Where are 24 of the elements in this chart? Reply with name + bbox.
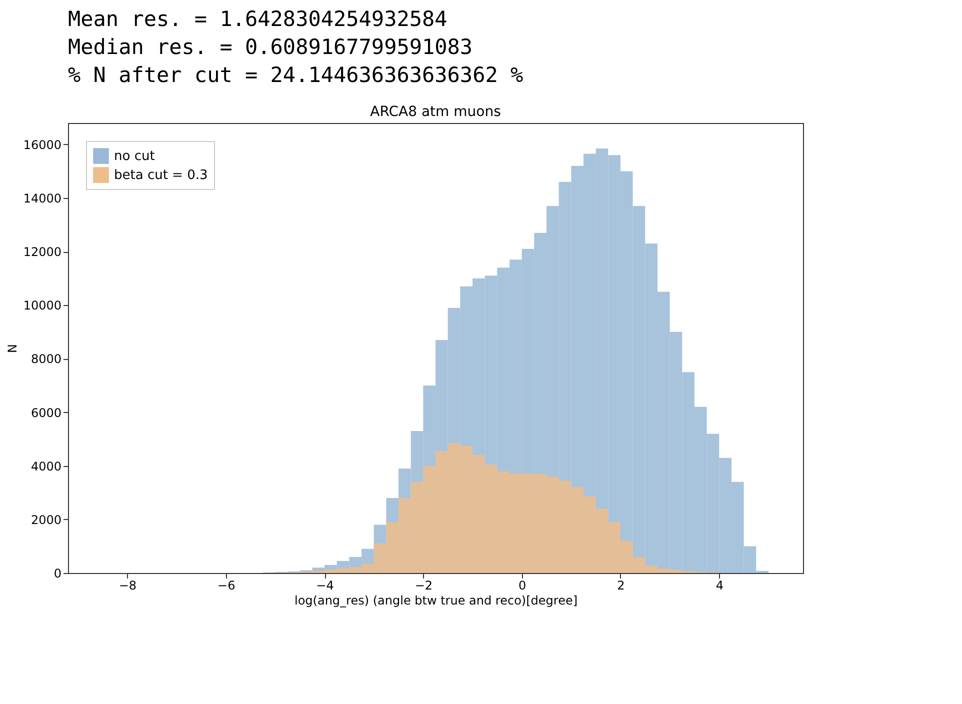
y-tick-label: 10000 (23, 298, 62, 313)
y-tick-label: 4000 (30, 459, 62, 474)
y-tick-label: 6000 (30, 406, 62, 420)
x-tick-label: −6 (218, 578, 236, 592)
y-axis-title: N (5, 344, 20, 353)
y-tick-label: 14000 (23, 192, 62, 206)
x-tick-label: 4 (716, 578, 724, 592)
x-axis-title: log(ang_res) (angle btw true and reco)[degree] (294, 594, 578, 608)
x-tick-label: −2 (414, 578, 433, 592)
legend-label: beta cut = 0.3 (114, 168, 208, 183)
y-tick-label: 16000 (23, 138, 62, 152)
y-tick-label: 8000 (30, 352, 62, 366)
x-tick-label: 0 (518, 578, 526, 592)
text: Median res. = 0.6089167799591083 (68, 35, 473, 59)
y-tick-label: 0 (54, 566, 62, 580)
x-tick-label: −4 (316, 578, 334, 592)
text: Mean res. = 1.6428304254932584 (68, 7, 448, 31)
legend-label: no cut (114, 149, 155, 164)
x-tick-label: −8 (118, 578, 137, 592)
y-tick-label: 2000 (30, 512, 62, 527)
chart-title: ARCA8 atm muons (370, 104, 501, 120)
x-tick-label: 2 (617, 578, 625, 592)
y-tick-label: 12000 (23, 245, 62, 260)
text: % N after cut = 24.144636363636362 % (68, 63, 524, 87)
